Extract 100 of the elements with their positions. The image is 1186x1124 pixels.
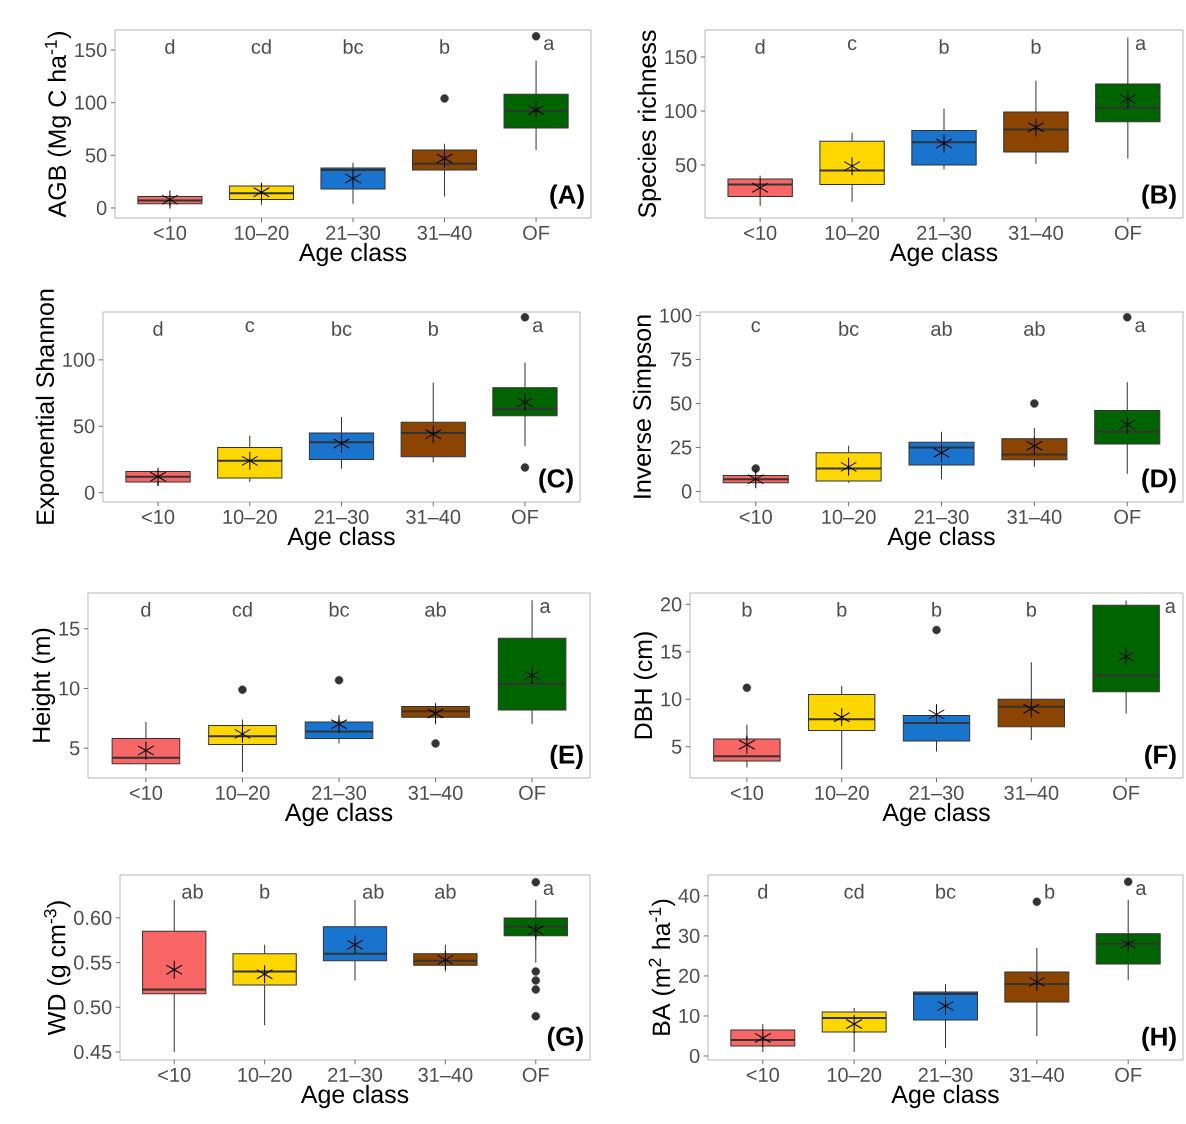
- annotation: b: [837, 602, 847, 617]
- annotation: c: [245, 321, 255, 333]
- annotation: b: [742, 602, 752, 617]
- x-tick-label: 21–30: [909, 785, 964, 800]
- y-tick-label: 30: [678, 928, 700, 943]
- annotation: a: [1165, 602, 1176, 614]
- y-tick-label: 10: [661, 692, 682, 707]
- x-tick-label: OF: [512, 509, 539, 524]
- x-tick-label: OF: [519, 785, 546, 800]
- annotation: cd: [844, 884, 864, 899]
- x-tick-label: 21–30: [314, 509, 369, 524]
- x-tick-label: 31–40: [1009, 1067, 1064, 1082]
- x-tick-label: 21–30: [917, 225, 972, 240]
- x-axis-title: Age class: [891, 1084, 999, 1109]
- annotation: a: [1136, 884, 1147, 896]
- annotation: c: [751, 321, 761, 333]
- x-tick-label: 31–40: [417, 225, 472, 240]
- x-tick-label: 21–30: [918, 1067, 973, 1082]
- annotation: b: [932, 602, 942, 617]
- y-tick-label: 25: [670, 440, 692, 455]
- y-tick-label: 10: [59, 681, 80, 696]
- y-tick-label: 100: [665, 103, 697, 119]
- x-axis-title: Age class: [889, 242, 998, 267]
- x-axis-title: Age class: [298, 242, 407, 267]
- y-tick-label: 5: [69, 741, 80, 756]
- annotation: bc: [936, 884, 956, 899]
- x-tick-label: 31–40: [1008, 225, 1063, 240]
- y-tick-label: 0: [84, 485, 95, 500]
- annotation: bc: [343, 39, 364, 54]
- annotation: ab: [435, 884, 456, 899]
- x-tick-label: 10–20: [223, 509, 277, 524]
- x-tick-label: <10: [153, 225, 187, 240]
- x-tick-label: 31–40: [1004, 785, 1059, 800]
- y-tick-label: 0: [689, 1048, 700, 1064]
- annotation: (F): [1145, 744, 1176, 769]
- annotation: b: [260, 884, 270, 899]
- y-axis-title: Species richness: [637, 30, 661, 218]
- annotation: a: [1135, 39, 1147, 51]
- annotation: d: [165, 39, 175, 54]
- y-axis-title: Inverse Simpson: [632, 315, 656, 498]
- x-tick-label: OF: [1113, 785, 1140, 800]
- y-tick-label: 150: [665, 49, 697, 65]
- annotation: (H): [1142, 1026, 1176, 1051]
- annotation: d: [141, 602, 151, 617]
- x-tick-label: OF: [1115, 1067, 1142, 1082]
- annotation: (D): [1142, 468, 1176, 493]
- annotation: a: [1135, 321, 1146, 333]
- y-axis-title: Exponential Shannon: [35, 289, 59, 524]
- y-tick-label: 0.50: [74, 1000, 112, 1015]
- y-tick-label: 10: [679, 1008, 700, 1024]
- annotation: (E): [550, 744, 583, 769]
- y-tick-label: 20: [678, 968, 700, 983]
- y-tick-label: 75: [670, 352, 692, 367]
- x-tick-label: 21–30: [326, 225, 381, 240]
- x-axis-title: Age class: [300, 1084, 409, 1109]
- x-tick-label: 21–30: [312, 785, 367, 800]
- y-tick-label: 50: [675, 157, 697, 173]
- y-tick-label: 0.60: [74, 910, 112, 925]
- x-tick-label: 21–30: [328, 1067, 383, 1082]
- annotation: d: [758, 884, 768, 899]
- annotation: bc: [332, 321, 352, 336]
- annotation: ab: [182, 884, 203, 899]
- y-axis-title: BA (m$^{2}$ ha$^{-1}$): [648, 899, 676, 1035]
- y-axis-title: Height (m): [31, 628, 56, 742]
- y-axis-title: DBH (cm): [633, 632, 658, 739]
- annotation: (G): [547, 1026, 583, 1051]
- x-tick-label: 31–40: [1007, 509, 1062, 524]
- y-tick-label: 0.45: [74, 1044, 112, 1060]
- annotation: c: [847, 39, 857, 51]
- x-tick-label: <10: [744, 225, 777, 240]
- annotation: cd: [232, 602, 252, 617]
- annotation: b: [428, 321, 438, 336]
- x-tick-label: 10–20: [815, 785, 869, 800]
- annotation: (B): [1142, 184, 1176, 209]
- y-tick-label: 50: [73, 419, 95, 434]
- x-tick-label: OF: [1114, 509, 1141, 524]
- y-tick-label: 15: [661, 644, 682, 659]
- y-tick-label: 0: [96, 200, 107, 216]
- x-axis-title: Age class: [887, 526, 995, 551]
- x-tick-label: 10–20: [235, 225, 289, 240]
- x-axis-title: Age class: [284, 802, 393, 827]
- annotation: a: [543, 884, 555, 896]
- y-tick-label: 5: [671, 739, 682, 754]
- annotation: ab: [1024, 321, 1045, 336]
- y-tick-label: 15: [59, 621, 80, 636]
- x-tick-label: 10–20: [216, 785, 270, 800]
- y-tick-label: 50: [670, 396, 692, 411]
- y-tick-label: 150: [75, 42, 107, 58]
- annotation: b: [1027, 602, 1037, 617]
- y-axis-title: WD (g cm$^{-3}$): [43, 901, 71, 1036]
- annotation: b: [440, 39, 450, 54]
- annotation: d: [755, 39, 765, 54]
- annotation: b: [1031, 39, 1041, 54]
- x-tick-label: OF: [523, 225, 550, 240]
- annotation: b: [1045, 884, 1055, 899]
- x-tick-label: OF: [522, 1067, 549, 1082]
- x-axis-title: Age class: [287, 526, 395, 551]
- y-tick-label: 0.55: [74, 955, 112, 970]
- x-tick-label: <10: [129, 785, 163, 800]
- x-tick-label: 10–20: [238, 1067, 292, 1082]
